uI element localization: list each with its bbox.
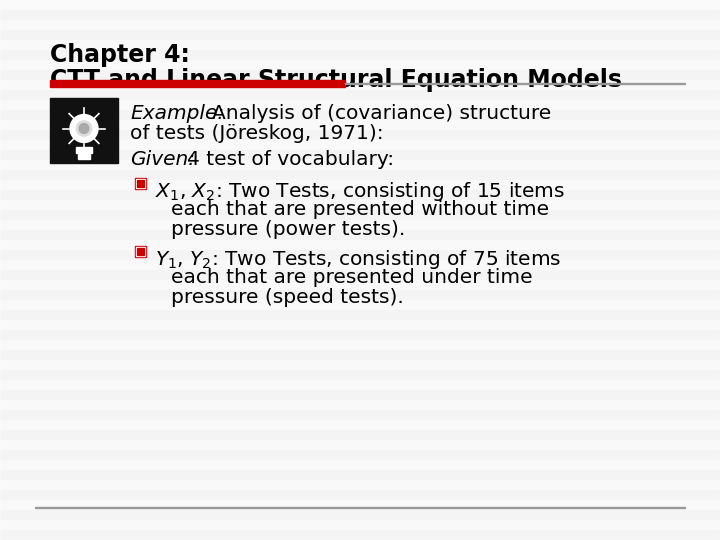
Text: Example:: Example: xyxy=(130,104,224,123)
Bar xyxy=(0,510,720,520)
Bar xyxy=(0,390,720,400)
Bar xyxy=(0,320,720,330)
Bar xyxy=(0,410,720,420)
Bar xyxy=(0,340,720,350)
Bar xyxy=(0,50,720,60)
Bar xyxy=(0,280,720,290)
Bar xyxy=(0,330,720,340)
Bar xyxy=(0,310,720,320)
Bar xyxy=(0,520,720,530)
Text: each that are presented without time: each that are presented without time xyxy=(171,200,549,219)
Text: pressure (power tests).: pressure (power tests). xyxy=(171,220,405,239)
Bar xyxy=(35,507,685,508)
Circle shape xyxy=(70,114,98,143)
Bar xyxy=(0,270,720,280)
Bar xyxy=(0,170,720,180)
Bar xyxy=(50,80,345,87)
Bar xyxy=(0,10,720,20)
Bar xyxy=(0,260,720,270)
Bar xyxy=(0,110,720,120)
Bar xyxy=(0,30,720,40)
Bar xyxy=(0,380,720,390)
Bar xyxy=(0,490,720,500)
Circle shape xyxy=(79,124,89,133)
Bar xyxy=(0,460,720,470)
Bar xyxy=(0,120,720,130)
Bar xyxy=(345,83,685,84)
Text: CTT and Linear Structural Equation Models: CTT and Linear Structural Equation Model… xyxy=(50,68,622,92)
Bar xyxy=(0,530,720,540)
Bar xyxy=(137,180,144,187)
Bar xyxy=(137,248,144,255)
Text: Chapter 4:: Chapter 4: xyxy=(50,43,190,67)
Bar xyxy=(0,360,720,370)
Bar xyxy=(0,180,720,190)
Bar xyxy=(0,60,720,70)
Bar xyxy=(136,179,145,188)
Circle shape xyxy=(76,121,91,136)
Bar xyxy=(78,150,90,159)
Bar xyxy=(135,178,146,189)
Bar xyxy=(0,240,720,250)
Text: Given:: Given: xyxy=(130,150,195,169)
Bar xyxy=(0,80,720,90)
Text: of tests (Jöreskog, 1971):: of tests (Jöreskog, 1971): xyxy=(130,124,384,143)
Bar xyxy=(0,350,720,360)
Bar xyxy=(0,470,720,480)
Bar xyxy=(0,140,720,150)
Bar xyxy=(0,200,720,210)
Bar xyxy=(0,190,720,200)
Bar xyxy=(0,40,720,50)
Bar xyxy=(0,70,720,80)
Bar xyxy=(0,100,720,110)
Text: $X_1$, $X_2$: Two Tests, consisting of 15 items: $X_1$, $X_2$: Two Tests, consisting of 1… xyxy=(155,180,565,203)
Text: Analysis of (covariance) structure: Analysis of (covariance) structure xyxy=(212,104,552,123)
Bar xyxy=(76,147,92,153)
Bar xyxy=(0,90,720,100)
Bar xyxy=(0,290,720,300)
Bar xyxy=(0,450,720,460)
Bar xyxy=(0,230,720,240)
Bar xyxy=(0,480,720,490)
Bar xyxy=(0,130,720,140)
Bar xyxy=(0,370,720,380)
Text: each that are presented under time: each that are presented under time xyxy=(171,268,533,287)
Bar xyxy=(0,0,720,10)
Text: 4 test of vocabulary:: 4 test of vocabulary: xyxy=(187,150,394,169)
Text: pressure (speed tests).: pressure (speed tests). xyxy=(171,288,404,307)
Bar xyxy=(0,160,720,170)
Bar xyxy=(0,20,720,30)
Bar xyxy=(0,250,720,260)
Bar xyxy=(0,210,720,220)
Bar xyxy=(0,420,720,430)
Bar xyxy=(0,150,720,160)
Bar xyxy=(0,440,720,450)
Text: $Y_1$, $Y_2$: Two Tests, consisting of 75 items: $Y_1$, $Y_2$: Two Tests, consisting of 7… xyxy=(155,248,562,271)
Bar xyxy=(50,98,118,163)
Bar xyxy=(0,500,720,510)
Bar xyxy=(0,220,720,230)
Bar xyxy=(135,246,146,257)
Bar xyxy=(0,300,720,310)
Bar xyxy=(0,430,720,440)
Bar xyxy=(0,400,720,410)
Bar xyxy=(136,247,145,256)
